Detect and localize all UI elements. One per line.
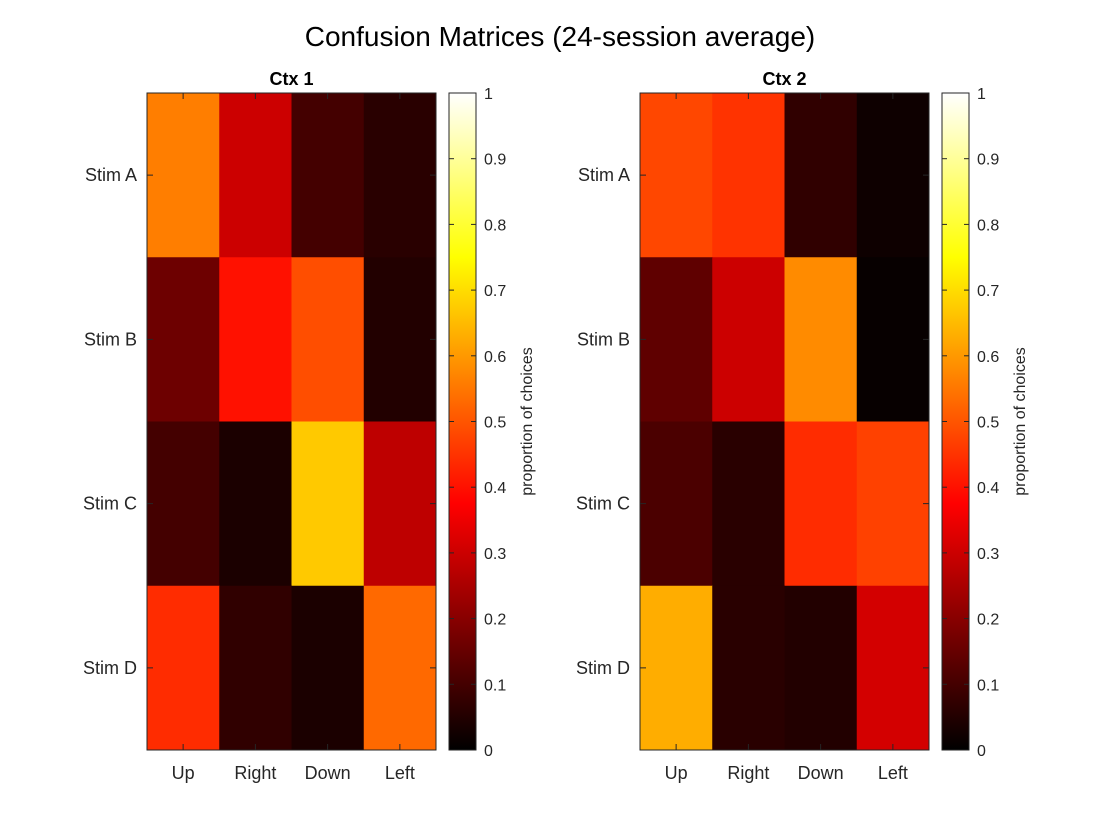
x-tick-label: Up [172,763,195,783]
heatmap-cell [712,93,785,258]
heatmap-cell [219,257,292,422]
y-tick-label: Stim D [83,658,137,678]
heatmap-cell [291,93,365,258]
colorbar-tick-label: 0.1 [484,677,506,694]
heatmap-cell [784,257,858,422]
heatmap-cell [219,585,292,751]
heatmap-cell [640,421,713,587]
x-tick-label: Up [665,763,688,783]
colorbar-label: proportion of choices [1012,347,1029,496]
y-tick-label: Stim A [578,165,630,185]
y-tick-label: Stim C [576,494,630,514]
colorbar-tick-label: 0.4 [484,480,506,497]
heatmap-cell [856,93,930,258]
x-tick-label: Left [878,763,908,783]
colorbar: 0 0.1 0.2 0.3 0.4 0.5 0.6 0.7 0.8 0.9 1 proportion … [448,86,536,760]
heatmap-cell [219,421,292,587]
panel-title: Ctx 2 [762,69,806,89]
heatmap-cell [147,93,220,258]
heatmap-cell [291,257,365,422]
heatmap-cell [856,421,930,587]
heatmap-cell [784,585,858,751]
axes-box [639,92,930,751]
colorbar-tick-label: 0.3 [977,546,999,563]
heatmap-cell [640,585,713,751]
heatmap-cell [712,585,785,751]
colorbar-tick-label: 0.9 [484,152,506,169]
colorbar-tick-label: 0.4 [977,480,999,497]
y-tick-label: Stim A [85,165,137,185]
heatmap-cell [219,93,292,258]
x-tick-label: Right [234,763,276,783]
heatmap-cell [856,257,930,422]
heatmap-cell [147,585,220,751]
colorbar-tick-label: 0.2 [484,612,506,629]
colorbar-tick-label: 0.5 [484,415,506,432]
heatmap-cell [363,585,437,751]
heatmap-cell [856,585,930,751]
y-tick-label: Stim B [577,329,630,349]
x-tick-label: Left [385,763,415,783]
colorbar-tick-label: 0.7 [484,283,506,300]
colorbar-tick-label: 0 [977,743,986,760]
colorbar-tick-label: 1 [484,86,493,103]
x-tick-label: Right [727,763,769,783]
colorbar-tick-label: 0.9 [977,152,999,169]
heatmap-cell [712,421,785,587]
heatmap-cell [784,93,858,258]
heatmap-panel-1: Ctx 1 Up Right Down Left Stim A Stim B Stim C St… [83,69,536,783]
colorbar-tick-label: 0.7 [977,283,999,300]
axes-box [146,92,437,751]
heatmap-cell [640,257,713,422]
colorbar-tick-label: 0.5 [977,415,999,432]
colorbar-tick-label: 0.1 [977,677,999,694]
x-tick-label: Down [305,763,351,783]
heatmap-cell [784,421,858,587]
x-tick-label: Down [798,763,844,783]
colorbar-label: proportion of choices [519,347,536,496]
y-tick-label: Stim B [84,329,137,349]
panel-title: Ctx 1 [269,69,313,89]
heatmap-cell [147,257,220,422]
heatmap-cell [712,257,785,422]
colorbar-tick-label: 0 [484,743,493,760]
colorbar-tick-label: 1 [977,86,986,103]
colorbar-tick-label: 0.6 [977,349,999,366]
heatmap-cell [363,257,437,422]
y-tick-label: Stim C [83,494,137,514]
heatmap-panel-2: Ctx 2 Up Right Down Left Stim A Stim B Stim C St… [576,69,1029,783]
heatmap-cell [291,421,365,587]
colorbar-tick-label: 0.3 [484,546,506,563]
y-tick-label: Stim D [576,658,630,678]
heatmap-cell [363,421,437,587]
figure-title: Confusion Matrices (24-session average) [305,21,815,52]
colorbar-tick-label: 0.2 [977,612,999,629]
heatmap-cell [147,421,220,587]
heatmap-cell [363,93,437,258]
heatmap-cell [291,585,365,751]
colorbar-tick-label: 0.6 [484,349,506,366]
colorbar-tick-label: 0.8 [977,217,999,234]
colorbar: 0 0.1 0.2 0.3 0.4 0.5 0.6 0.7 0.8 0.9 1 proportion … [941,86,1029,760]
colorbar-tick-label: 0.8 [484,217,506,234]
heatmap-cell [640,93,713,258]
